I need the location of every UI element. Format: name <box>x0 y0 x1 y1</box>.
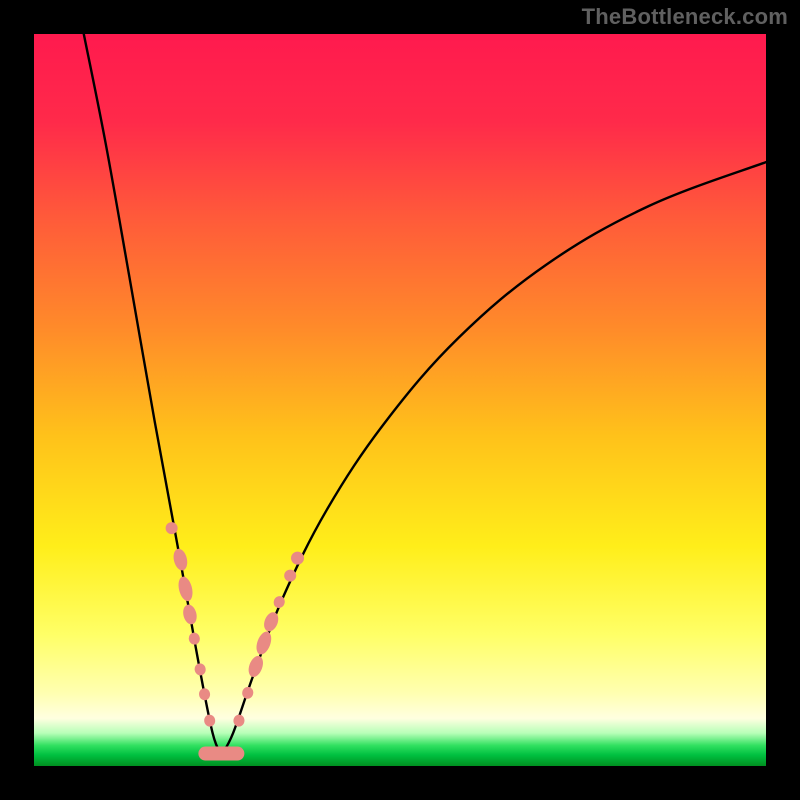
chart-container: TheBottleneck.com <box>0 0 800 800</box>
marker-left-0 <box>166 522 178 534</box>
bottleneck-curve-chart <box>0 0 800 800</box>
marker-bottom-bar <box>198 747 244 761</box>
watermark-text: TheBottleneck.com <box>582 4 788 30</box>
marker-right-7 <box>291 552 304 565</box>
marker-right-6 <box>284 570 296 582</box>
